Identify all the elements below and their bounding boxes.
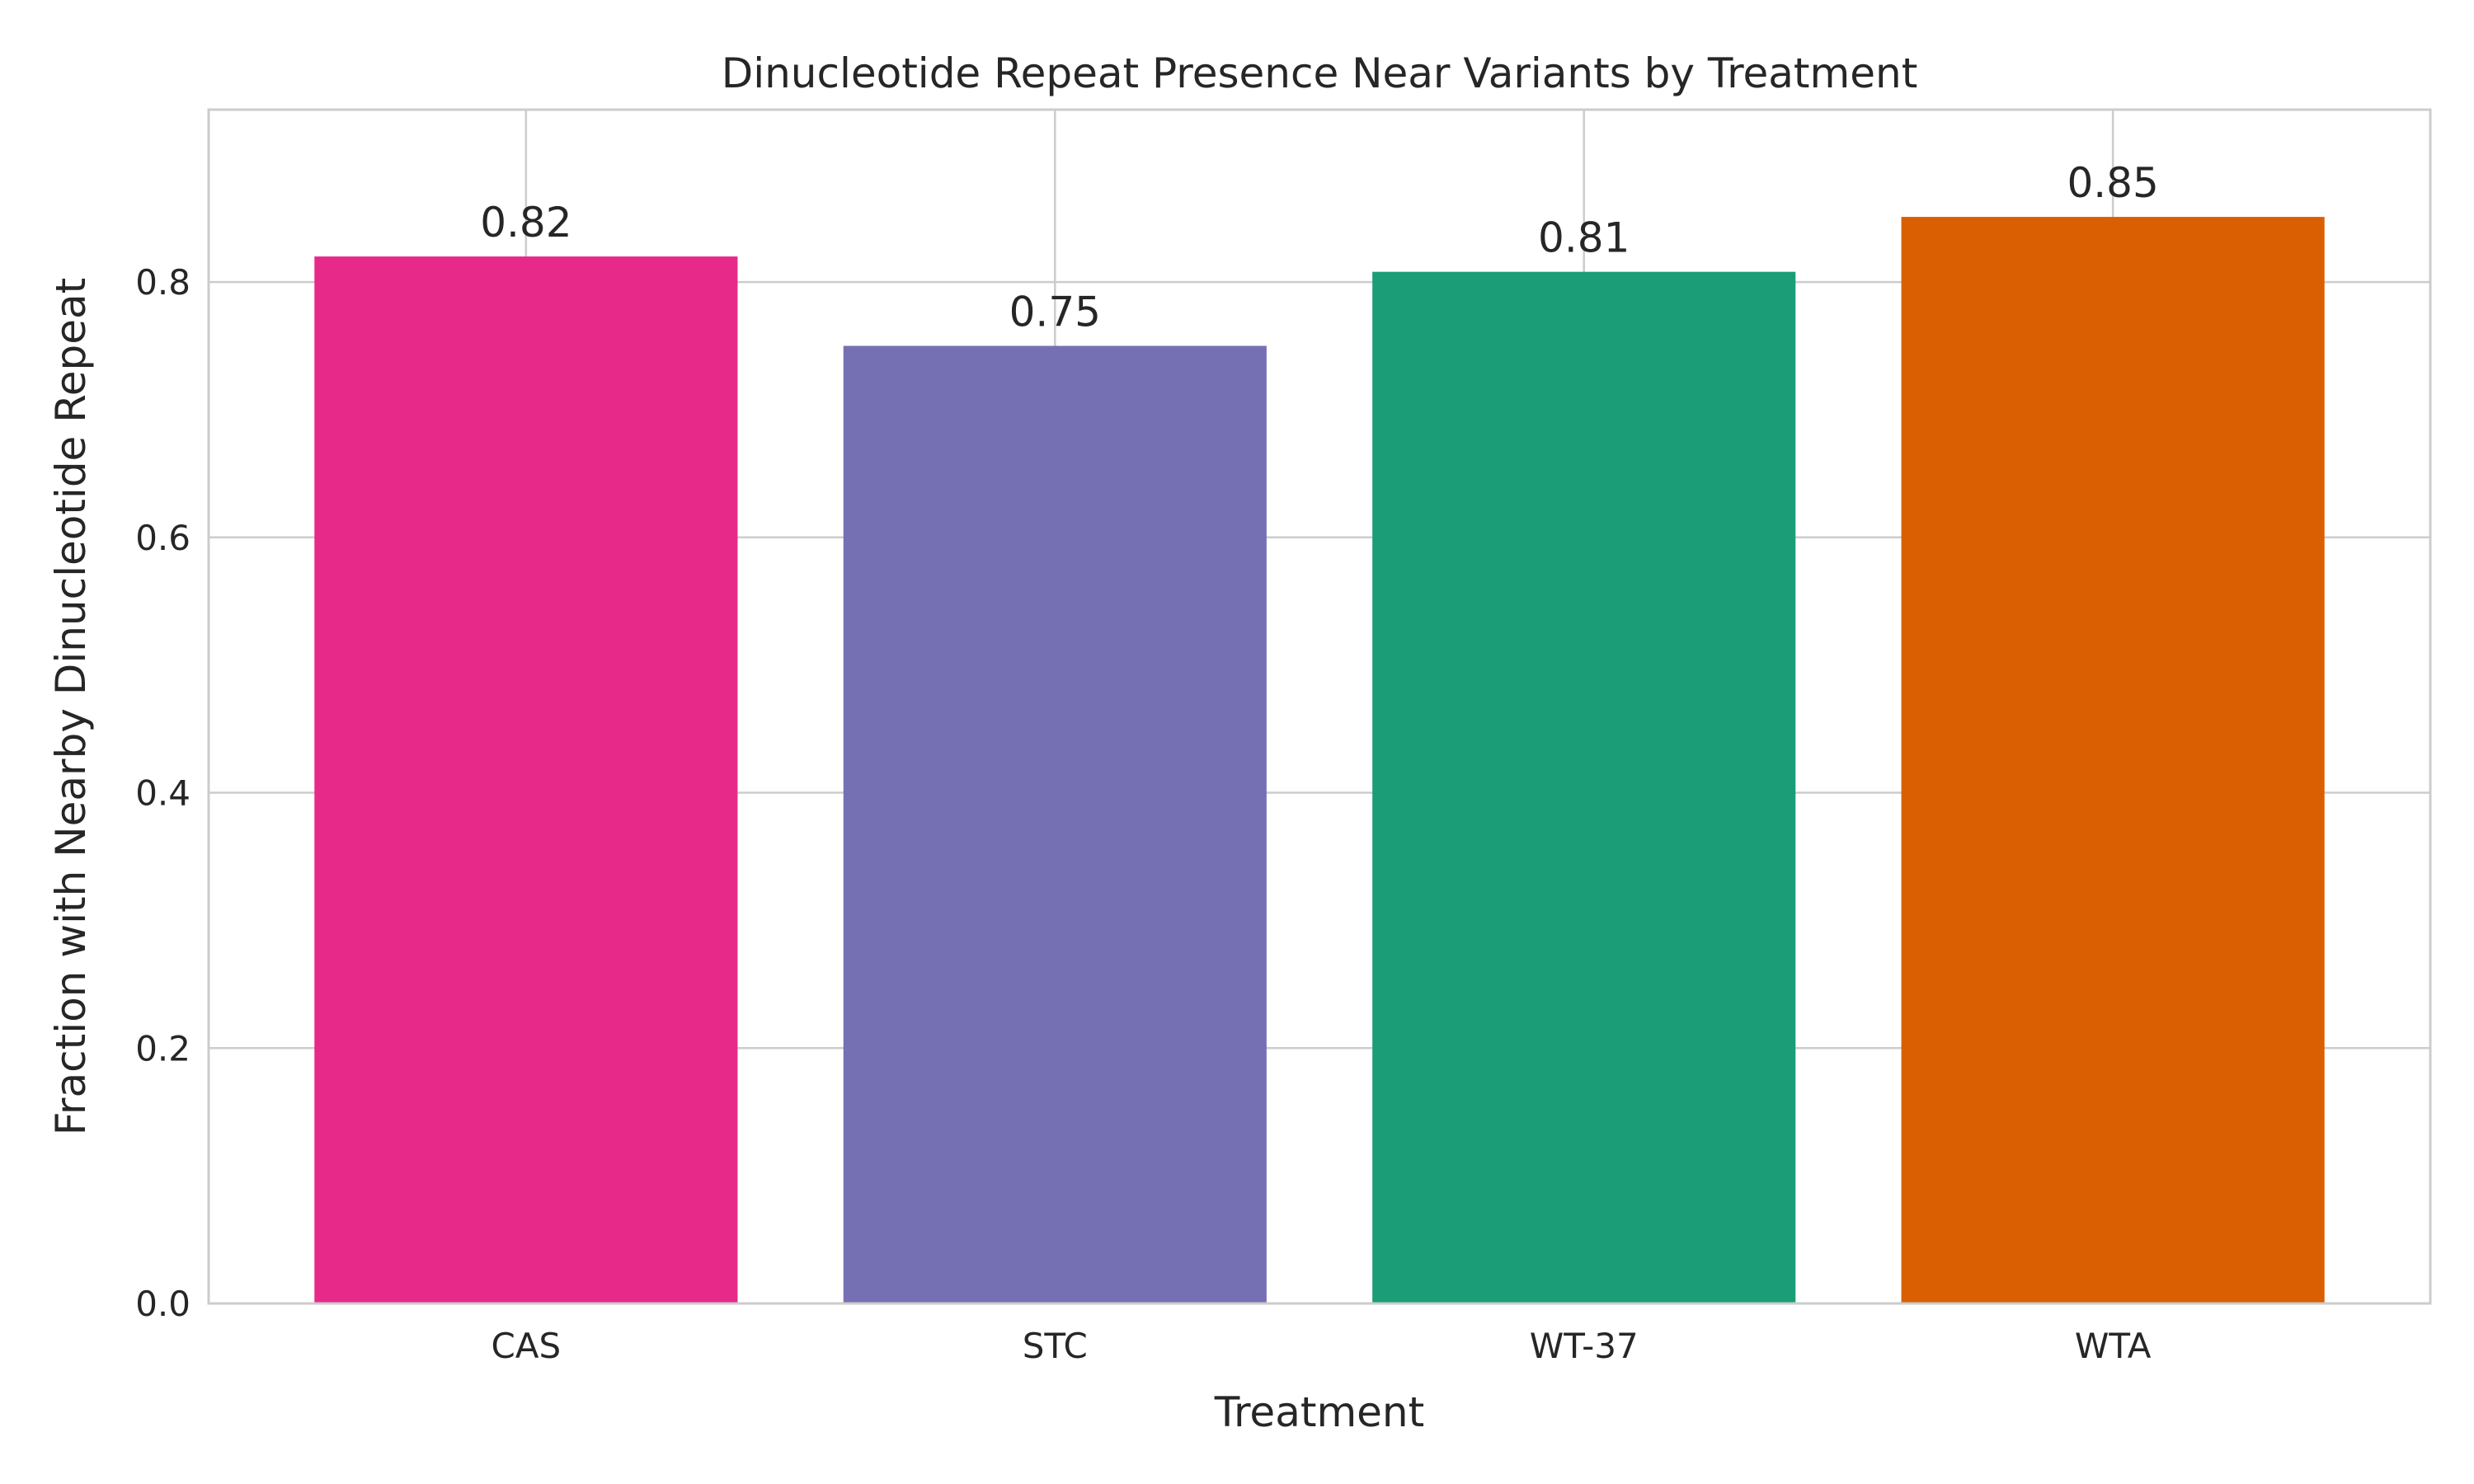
bar-wta bbox=[1901, 217, 2325, 1304]
y-tick-labels: 0.0 0.2 0.4 0.6 0.8 bbox=[135, 262, 190, 1324]
y-tick-label: 0.6 bbox=[135, 518, 190, 558]
data-labels: 0.82 0.75 0.81 0.85 bbox=[480, 159, 2159, 336]
x-tick-label: STC bbox=[1023, 1326, 1088, 1366]
x-tick-label: WTA bbox=[2075, 1326, 2152, 1366]
data-label: 0.85 bbox=[2067, 159, 2158, 207]
bar-layer bbox=[314, 217, 2325, 1304]
chart-title: Dinucleotide Repeat Presence Near Varian… bbox=[722, 49, 1918, 97]
y-tick-label: 0.2 bbox=[135, 1028, 190, 1068]
data-label: 0.82 bbox=[480, 199, 571, 247]
plot-frame bbox=[207, 108, 2432, 1305]
bar-stc bbox=[843, 345, 1267, 1303]
bar-wt-37 bbox=[1372, 271, 1796, 1304]
x-tick-label: WT-37 bbox=[1530, 1326, 1639, 1366]
x-axis-title: Treatment bbox=[1214, 1388, 1424, 1436]
data-label: 0.81 bbox=[1538, 214, 1630, 262]
x-tick-label: CAS bbox=[491, 1326, 561, 1366]
bar-cas bbox=[314, 256, 738, 1304]
data-label: 0.75 bbox=[1009, 289, 1101, 336]
y-tick-label: 0.8 bbox=[135, 262, 190, 303]
y-tick-label: 0.0 bbox=[135, 1284, 190, 1324]
y-axis-title: Fraction with Nearby Dinucleotide Repeat bbox=[47, 278, 95, 1135]
y-tick-label: 0.4 bbox=[135, 773, 190, 814]
x-tick-labels: CAS STC WT-37 WTA bbox=[491, 1326, 2151, 1366]
